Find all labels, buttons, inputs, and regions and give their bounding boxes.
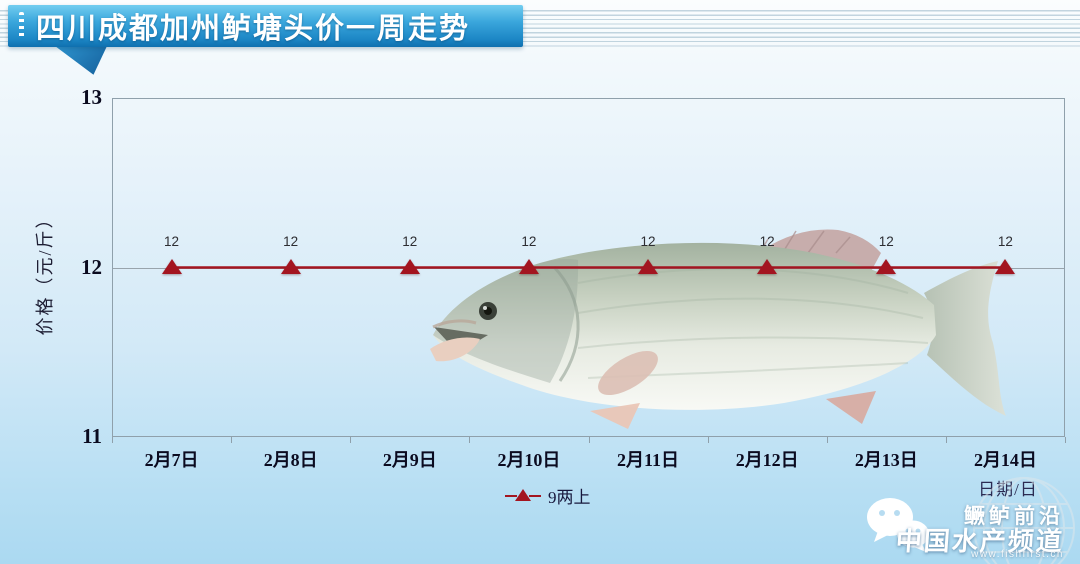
axis-tick-mark <box>231 437 232 443</box>
data-point-marker <box>638 258 659 274</box>
data-point-label: 12 <box>759 233 775 249</box>
legend: 9两上 <box>505 483 591 508</box>
data-point-marker <box>399 258 420 274</box>
data-point-label: 12 <box>997 233 1013 249</box>
axis-tick-mark <box>350 437 351 443</box>
data-point-label: 12 <box>164 233 180 249</box>
legend-series-label: 9两上 <box>548 488 591 507</box>
fish-image <box>430 229 1006 429</box>
data-point-marker <box>161 258 182 274</box>
data-point-marker <box>518 258 539 274</box>
x-axis-tick-label: 2月9日 <box>382 450 437 470</box>
data-point-label: 12 <box>283 233 299 249</box>
x-axis-tick-label: 2月10日 <box>497 450 561 470</box>
x-axis-title: 日期/日 <box>978 480 1038 499</box>
chart-title: 四川成都加州鲈塘头价一周走势 <box>36 13 471 45</box>
x-axis-tick-label: 2月8日 <box>263 450 318 470</box>
watermark-brand: 鳜鲈前沿 <box>964 505 1064 528</box>
watermark-url: www.fishfirst.cn <box>971 549 1064 560</box>
axis-tick-mark <box>1065 437 1066 443</box>
data-point-label: 12 <box>402 233 418 249</box>
y-axis-tick-label: 11 <box>82 424 102 448</box>
x-axis-tick-label: 2月14日 <box>973 450 1037 470</box>
data-point-label: 12 <box>640 233 656 249</box>
y-axis-tick-label: 12 <box>81 254 102 279</box>
banner-tail-decoration <box>55 46 107 75</box>
axis-tick-mark <box>946 437 947 443</box>
gridline <box>113 268 1064 269</box>
x-axis-tick-label: 2月7日 <box>144 450 199 470</box>
axis-tick-mark <box>708 437 709 443</box>
x-axis-tick-label: 2月12日 <box>735 450 799 470</box>
axis-tick-mark <box>589 437 590 443</box>
globe-icon <box>973 477 1075 564</box>
axis-tick-mark <box>469 437 470 443</box>
data-point-marker <box>280 258 301 274</box>
axis-tick-mark <box>827 437 828 443</box>
legend-triangle-marker-icon <box>505 488 541 503</box>
x-axis-tick-label: 2月13日 <box>854 450 918 470</box>
dotted-line-icon <box>19 12 24 40</box>
data-point-marker <box>995 258 1016 274</box>
data-point-label: 12 <box>878 233 894 249</box>
plot-area <box>112 98 1065 437</box>
axis-tick-mark <box>112 437 113 443</box>
chart-title-banner: 四川成都加州鲈塘头价一周走势 <box>8 5 523 47</box>
x-axis-tick-label: 2月11日 <box>617 450 680 470</box>
wechat-icon <box>867 498 929 552</box>
data-point-marker <box>757 258 778 274</box>
y-axis-tick-label: 13 <box>81 85 102 109</box>
data-point-label: 12 <box>521 233 537 249</box>
data-point-marker <box>876 258 897 274</box>
